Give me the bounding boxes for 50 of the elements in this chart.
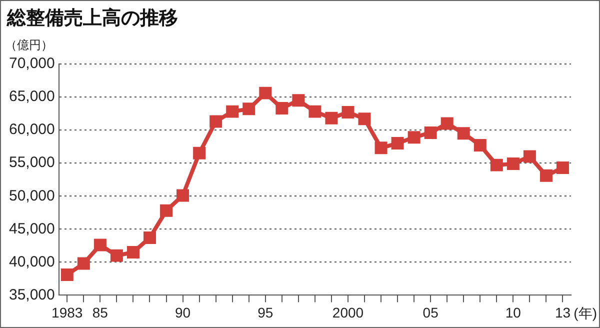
x-tick-label: 85 [92, 304, 108, 320]
y-tick-label: 65,000 [8, 88, 55, 106]
point [325, 112, 338, 124]
point [60, 268, 74, 281]
point [556, 161, 569, 174]
x-tick-label: 1983 [52, 304, 83, 320]
y-axis-title: （億円） [5, 37, 53, 54]
y-tick-label: 70,000 [8, 55, 55, 72]
point [457, 127, 470, 140]
point [540, 169, 552, 182]
point [259, 86, 272, 100]
x-tick-label: 10 [505, 304, 522, 320]
x-tick-label: 13 [554, 304, 571, 320]
y-tick-label: 60,000 [8, 121, 55, 138]
x-axis-title: (年) [574, 305, 597, 323]
x-tick-label: 95 [258, 304, 274, 320]
point [242, 102, 256, 116]
point [160, 204, 172, 217]
point [226, 105, 239, 118]
point [210, 115, 222, 128]
point [110, 249, 123, 262]
chart-title: 総整備売上高の推移 [7, 6, 178, 31]
x-tick-label: 2000 [332, 304, 364, 320]
point [126, 246, 140, 259]
point [440, 117, 454, 130]
y-tick-label: 50,000 [8, 187, 55, 204]
point [408, 131, 420, 144]
point [391, 137, 404, 150]
point [374, 142, 388, 154]
point [94, 238, 106, 252]
point [342, 106, 354, 118]
point [490, 158, 503, 172]
y-tick-label: 40,000 [8, 253, 55, 270]
point [424, 126, 437, 139]
point [276, 102, 288, 114]
y-tick-label: 35,000 [8, 286, 55, 304]
point [474, 139, 486, 152]
y-tick-label: 45,000 [8, 220, 55, 238]
x-tick-label: 90 [174, 304, 191, 320]
point [292, 94, 305, 107]
point [358, 112, 371, 126]
point [143, 231, 156, 244]
x-tick-label: 05 [422, 304, 439, 320]
point [77, 257, 90, 270]
point [176, 189, 190, 202]
point [308, 105, 322, 118]
y-tick-label: 55,000 [8, 154, 55, 172]
point [506, 158, 520, 170]
point [193, 146, 206, 160]
point [523, 150, 536, 163]
